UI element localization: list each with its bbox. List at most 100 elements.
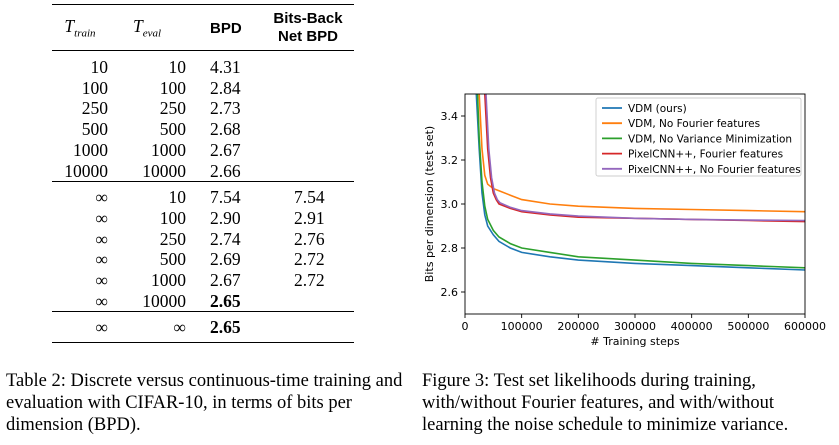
figure-caption: Figure 3: Test set likelihoods during tr… <box>422 371 789 435</box>
table-row: 1000 1000 2.67 <box>52 140 354 161</box>
header-bpd: BPD <box>186 6 262 51</box>
cell-bpd: 2.67 <box>210 270 241 291</box>
table-row: ∞ 500 2.69 2.72 <box>52 249 354 270</box>
cell-t-train: 10 <box>90 57 109 77</box>
cell-t-eval: 1000 <box>151 139 186 160</box>
x-tick-label: 0 <box>462 320 469 333</box>
table-body: 10 10 4.31 100 100 2.84 250 250 2.73 500 500 2.68 10… <box>52 51 354 344</box>
y-tick-label: 3.2 <box>441 154 459 167</box>
table-row: 100 100 2.84 <box>52 78 354 99</box>
table-top-rule <box>52 4 354 5</box>
cell-t-eval: 10000 <box>142 290 186 311</box>
y-tick-label: 2.6 <box>441 286 459 299</box>
cell-t-train: ∞ <box>95 270 108 291</box>
table-header-row: Ttrain Teval BPD Bits-Back Net BPD <box>52 6 354 51</box>
table-caption: Table 2: Discrete versus continuous-time… <box>6 371 403 435</box>
cell-bb <box>262 140 354 161</box>
legend-box <box>595 97 802 177</box>
header-bitsback: Bits-Back Net BPD <box>262 6 354 51</box>
cell-t-eval: 100 <box>159 77 186 98</box>
header-t-train: Ttrain <box>52 6 108 51</box>
results-table: Ttrain Teval BPD Bits-Back Net BPD 10 10 4… <box>52 6 354 344</box>
x-tick-label: 400000 <box>671 320 713 333</box>
header-t-train-symbol: T <box>64 16 75 37</box>
cell-t-train: ∞ <box>52 181 108 208</box>
cell-t-eval: 100 <box>159 207 186 228</box>
cell-t-train: ∞ <box>95 290 108 311</box>
legend-label: VDM, No Variance Minimization <box>628 133 792 145</box>
cell-bpd: 2.66 <box>210 160 241 181</box>
cell-t-train: ∞ <box>95 228 108 249</box>
cell-t-eval: 250 <box>159 98 186 119</box>
cell-bpd: 2.90 <box>210 207 241 228</box>
series-line-0 <box>475 94 805 271</box>
results-table-container: Ttrain Teval BPD Bits-Back Net BPD 10 10 4… <box>52 0 354 344</box>
cell-t-train: ∞ <box>95 249 108 270</box>
cell-bb <box>262 311 354 344</box>
table-row: ∞ 100 2.90 2.91 <box>52 208 354 229</box>
series-line-4 <box>485 94 805 222</box>
cell-bpd: 7.54 <box>186 181 262 208</box>
cell-bb <box>262 51 354 78</box>
cell-bpd: 2.74 <box>210 228 241 249</box>
x-tick-label: 200000 <box>557 320 599 333</box>
cell-t-train: 250 <box>81 98 108 119</box>
cell-t-train: ∞ <box>52 311 108 344</box>
cell-bpd: 2.68 <box>210 119 241 140</box>
y-tick-label: 3.4 <box>441 110 459 123</box>
cell-t-eval: 10 <box>168 57 187 77</box>
x-tick-label: 500000 <box>727 320 769 333</box>
legend-label: VDM, No Fourier features <box>628 118 760 130</box>
cell-t-eval: 250 <box>159 228 186 249</box>
table-row: ∞ ∞ 2.65 <box>52 311 354 344</box>
table-row: ∞ 10000 2.65 <box>52 291 354 312</box>
series-line-2 <box>476 94 805 269</box>
cell-t-eval: 500 <box>159 119 186 140</box>
header-t-train-sub: train <box>74 27 96 40</box>
cell-bpd: 2.84 <box>210 77 241 98</box>
cell-t-eval: 10000 <box>142 160 186 181</box>
x-axis-label: # Training steps <box>590 335 679 348</box>
cell-t-eval: 10 <box>108 181 186 208</box>
x-tick-label: 100000 <box>501 320 543 333</box>
cell-t-eval: ∞ <box>108 311 186 344</box>
table-row: ∞ 250 2.74 2.76 <box>52 229 354 250</box>
legend-label: PixelCNN++, No Fourier features <box>628 164 801 176</box>
cell-bb: 2.72 <box>294 270 325 291</box>
y-axis-label: Bits per dimension (test set) <box>423 126 436 282</box>
header-t-eval-sub: eval <box>142 27 162 40</box>
cell-bpd: 4.31 <box>210 57 241 77</box>
table-row: 10000 10000 2.66 <box>52 161 354 182</box>
cell-bpd: 2.65 <box>186 311 262 344</box>
training-curves-chart: 0 100000 200000 300000 400000 500000 600000 2.6… <box>423 93 826 348</box>
cell-bb <box>262 119 354 140</box>
cell-t-eval: 500 <box>159 249 186 270</box>
header-t-eval: Teval <box>108 6 186 51</box>
legend-label: PixelCNN++, Fourier features <box>628 149 783 161</box>
cell-t-train: 100 <box>81 77 108 98</box>
cell-t-train: 500 <box>81 119 108 140</box>
cell-bb: 2.91 <box>294 207 325 228</box>
cell-bb <box>262 98 354 119</box>
legend-label: VDM (ours) <box>628 103 687 115</box>
table-row: ∞ 1000 2.67 2.72 <box>52 270 354 291</box>
table-row: 10 10 4.31 <box>52 51 354 78</box>
cell-bb <box>262 291 354 312</box>
cell-t-eval: 1000 <box>151 270 186 291</box>
cell-t-train: 1000 <box>73 139 108 160</box>
cell-bb: 2.76 <box>294 228 325 249</box>
cell-t-train: ∞ <box>95 207 108 228</box>
cell-bb: 2.72 <box>294 249 325 270</box>
cell-bpd: 2.65 <box>210 290 241 311</box>
cell-bpd: 2.67 <box>210 139 241 160</box>
table-row: 250 250 2.73 <box>52 98 354 119</box>
cell-t-train: 10000 <box>64 160 108 181</box>
header-bitsback-line2: Net BPD <box>277 28 338 45</box>
y-tick-label: 3.0 <box>441 198 459 211</box>
table-row: 500 500 2.68 <box>52 119 354 140</box>
cell-bpd: 2.69 <box>210 249 241 270</box>
cell-bpd: 2.73 <box>210 98 241 119</box>
y-tick-label: 2.8 <box>441 242 459 255</box>
x-tick-label: 300000 <box>614 320 656 333</box>
cell-bb <box>262 161 354 182</box>
